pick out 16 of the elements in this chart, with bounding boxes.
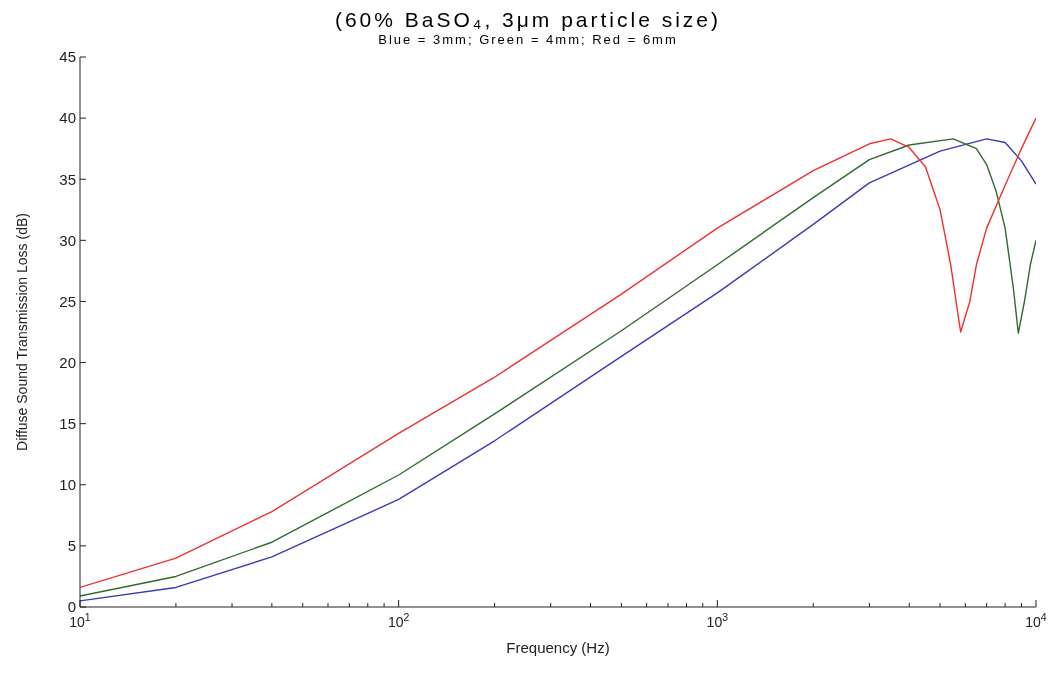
x-tick-label: 10$^{2}$ — [387, 611, 410, 630]
chart-subtitle: Blue = 3mm; Green = 4mm; Red = 6mm — [377, 32, 679, 47]
x-axis-title: Frequency (Hz) — [506, 639, 610, 656]
y-tick-label: 40 — [59, 109, 76, 127]
y-tick-label: 25 — [59, 292, 76, 310]
x-tick-label: 10$^{3}$ — [706, 611, 729, 630]
y-tick-label: 35 — [59, 170, 76, 188]
y-tick-label: 45 — [59, 48, 76, 66]
y-tick-label: 5 — [67, 537, 76, 555]
chart-title: (60% BaSO₄, 3μm particle size) — [333, 8, 723, 32]
x-tick-label: 10$^{4}$ — [1025, 611, 1047, 630]
y-tick-label: 30 — [59, 231, 76, 249]
y-tick-label: 20 — [59, 353, 76, 371]
y-tick-label: 10 — [59, 476, 76, 494]
y-tick-label: 15 — [59, 414, 76, 432]
y-axis-title: Diffuse Sound Transmission Loss (dB) — [13, 213, 30, 451]
